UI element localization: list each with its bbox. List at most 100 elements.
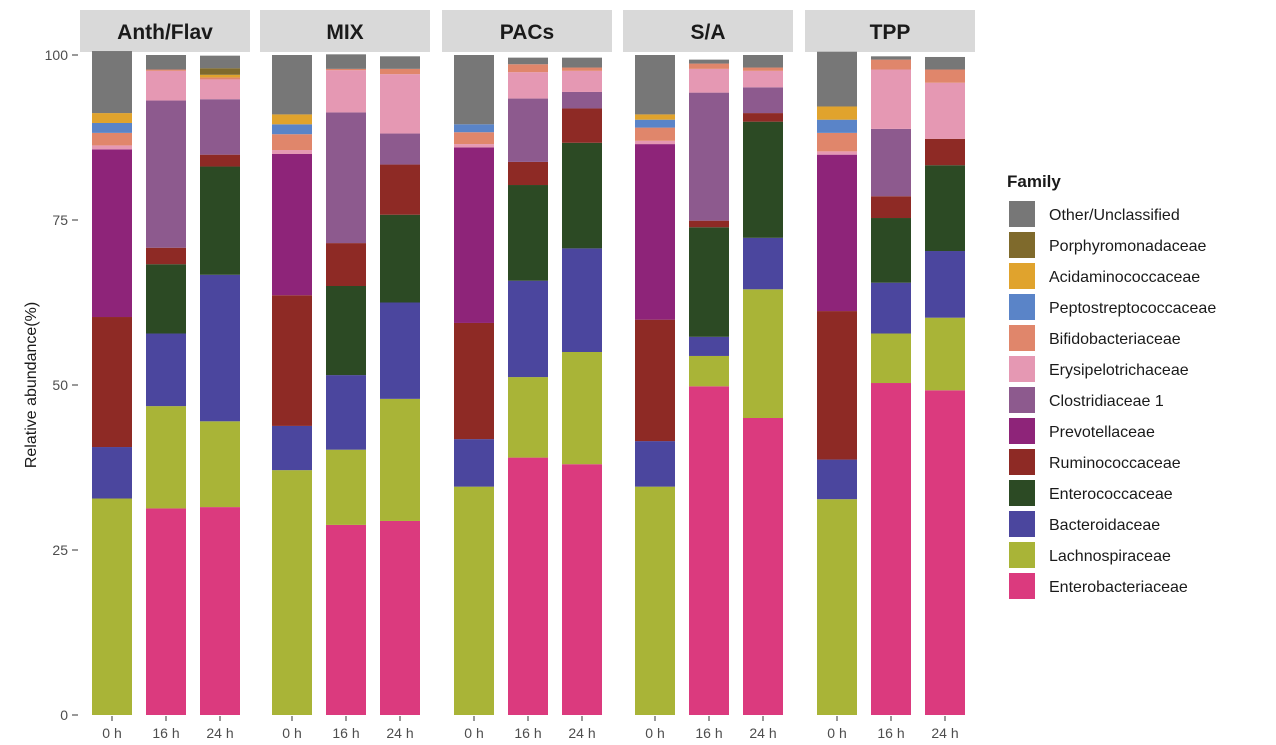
bar-segment (562, 142, 602, 249)
x-tick-label: 16 h (514, 725, 541, 741)
facet-strip-label: S/A (690, 21, 725, 44)
bar-segment (562, 67, 602, 71)
x-tick-label: 24 h (568, 725, 595, 741)
facet-panel: S/A 0 h 16 h 24 h (623, 10, 793, 741)
facet-strip-label: MIX (326, 21, 363, 44)
bar-segment (635, 486, 675, 715)
legend-item: Erysipelotrichaceae (1009, 356, 1189, 382)
bar-segment (326, 70, 366, 113)
legend-swatch (1009, 511, 1035, 537)
x-tick-label: 0 h (645, 725, 664, 741)
bar-segment (272, 425, 312, 471)
legend-swatch (1009, 263, 1035, 289)
bar-segment (200, 55, 240, 69)
facet-strip-label: Anth/Flav (117, 21, 213, 44)
bar-segment (562, 91, 602, 109)
bar-segment (200, 421, 240, 508)
bar-segment (92, 447, 132, 499)
bar-segment (743, 70, 783, 88)
bar-segment (454, 439, 494, 487)
bar-segment (817, 151, 857, 155)
bar-segment (146, 247, 186, 265)
bar-segment (817, 459, 857, 500)
bar-segment (272, 55, 312, 115)
x-tick-label: 16 h (695, 725, 722, 741)
bar-segment (380, 214, 420, 303)
legend-label: Other/Unclassified (1049, 207, 1180, 224)
bar-segment (635, 144, 675, 320)
x-tick-label: 0 h (827, 725, 846, 741)
bar-segment (380, 164, 420, 215)
bar-segment (508, 64, 548, 73)
bar-segment (508, 161, 548, 186)
bar-segment (743, 113, 783, 122)
bar-segment (635, 441, 675, 487)
bar-segment (689, 355, 729, 387)
bar-segment (146, 508, 186, 715)
bar-segment (454, 124, 494, 133)
bar-segment (925, 82, 965, 139)
bar-segment (635, 114, 675, 120)
legend-label: Porphyromonadaceae (1049, 238, 1207, 255)
bar-segment (92, 113, 132, 123)
bar-segment (146, 70, 186, 101)
legend-item: Ruminococcaceae (1009, 449, 1181, 475)
bar-segment (689, 227, 729, 337)
bar-segment (743, 289, 783, 418)
facet-strip (260, 10, 430, 52)
bar-segment (925, 138, 965, 166)
bar-segment (200, 74, 240, 78)
bar-segment (817, 499, 857, 715)
bar-segment (635, 127, 675, 141)
bar-segment (635, 55, 675, 115)
facet-panel: TPP 0 h 16 h 24 h (805, 10, 975, 741)
legend: Family Other/Unclassified Porphyromonadac… (1007, 172, 1216, 599)
bar-segment (454, 144, 494, 148)
legend-item: Lachnospiraceae (1009, 542, 1171, 568)
bar-segment (326, 524, 366, 715)
legend-swatch (1009, 449, 1035, 475)
bar-segment (925, 251, 965, 318)
bar-segment (871, 333, 911, 384)
facet-strip-label: PACs (500, 21, 554, 44)
bar-segment (200, 274, 240, 422)
bar-segment (743, 418, 783, 715)
legend-item: Porphyromonadaceae (1009, 232, 1207, 258)
facet-strip (805, 10, 975, 52)
bar-segment (817, 119, 857, 133)
bar-segment (272, 150, 312, 154)
bar-segment (454, 322, 494, 440)
bar-segment (200, 68, 240, 75)
bar-segment (454, 132, 494, 145)
bar-segment (200, 79, 240, 100)
bar-segment (454, 147, 494, 323)
bar-segment (200, 507, 240, 715)
legend-item: Bacteroidaceae (1009, 511, 1160, 537)
bar-segment (562, 464, 602, 715)
bar-segment (743, 121, 783, 238)
x-tick-label: 24 h (931, 725, 958, 741)
bar-segment (146, 100, 186, 248)
bar-segment (508, 457, 548, 715)
legend-label: Erysipelotrichaceae (1049, 362, 1189, 379)
legend-swatch (1009, 294, 1035, 320)
bar-segment (146, 406, 186, 509)
bar-segment (689, 59, 729, 64)
legend-item: Other/Unclassified (1009, 201, 1180, 227)
bar-segment (92, 317, 132, 448)
bar-segment (562, 70, 602, 92)
bar-segment (562, 248, 602, 352)
bar-segment (743, 237, 783, 290)
bar-segment (146, 69, 186, 71)
bar-segment (689, 68, 729, 93)
bar-segment (92, 132, 132, 146)
facet-panels: Anth/Flav 0 h 16 h 24 h MIX 0 h 16 h 24 h PACs 0 … (80, 10, 975, 741)
bar-segment (817, 154, 857, 312)
legend-item: Acidaminococcaceae (1009, 263, 1200, 289)
bar-segment (200, 166, 240, 275)
legend-item: Clostridiaceae 1 (1009, 387, 1164, 413)
bar-segment (817, 51, 857, 107)
legend-label: Lachnospiraceae (1049, 548, 1171, 565)
legend-title: Family (1007, 172, 1061, 191)
bar-segment (92, 498, 132, 715)
